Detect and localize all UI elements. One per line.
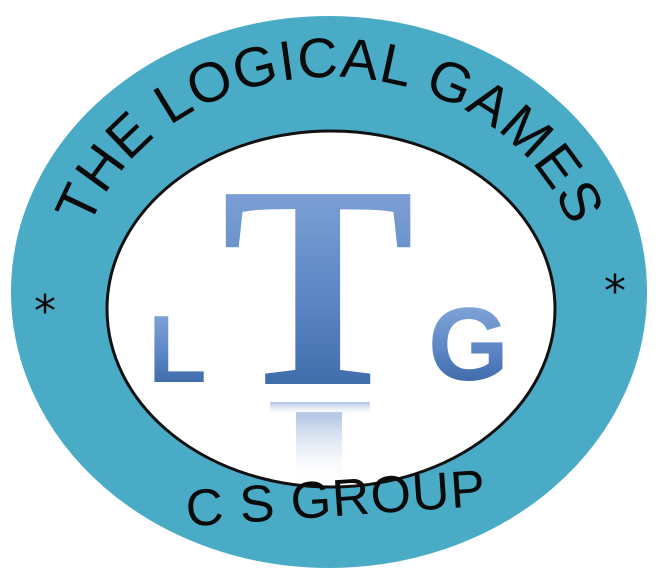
left-star-icon: * — [34, 286, 56, 337]
inner-disc — [105, 129, 557, 489]
monogram-letter-center: T — [221, 126, 414, 447]
monogram-reflection — [296, 412, 342, 486]
monogram-letter-right: G — [428, 287, 509, 403]
right-star-icon: * — [604, 266, 626, 317]
monogram-reflection-bar — [270, 402, 370, 416]
monogram-letter-left: L — [148, 296, 207, 403]
